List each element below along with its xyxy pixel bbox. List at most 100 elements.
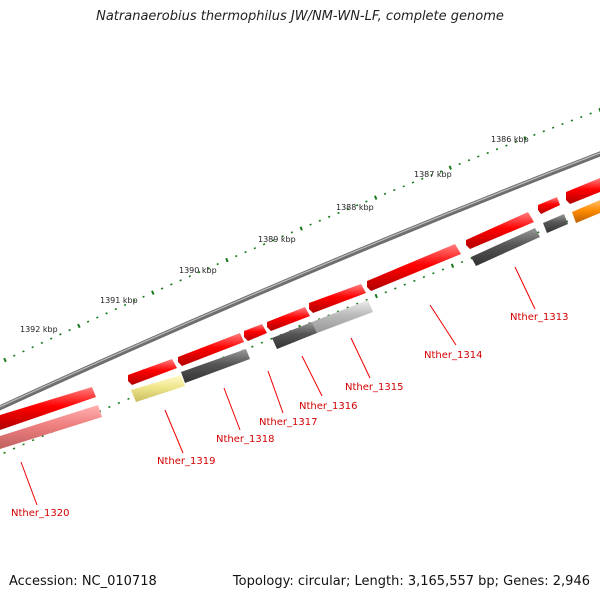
ruler-tick [383,192,387,195]
ruler-tick [374,293,378,299]
ruler-tick [467,159,471,162]
gene-label: Nther_1316 [299,401,357,412]
gene-label: Nther_1319 [157,456,215,467]
gene-feature [309,284,366,313]
ruler-tick [216,263,219,266]
ruler-tick [13,354,16,357]
gene-feature [128,359,177,385]
gene-feature [367,244,461,291]
ruler-tick [450,263,455,268]
ruler-tick [207,267,210,270]
ruler-tick [327,215,331,219]
gene-labels: Nther_1313 Nther_1314 Nther_1315 Nther_1… [11,312,568,519]
ruler-tick [142,295,145,298]
ruler-tick [22,443,25,446]
ruler-tick [290,231,294,234]
gene-feature [566,178,600,204]
ruler-ticks [3,107,600,363]
ruler-tick [441,268,445,271]
ruler-tick [260,341,264,344]
gene-feature [267,307,310,331]
gene-feature [272,322,317,349]
gene-feature [178,333,244,366]
ruler-tick [188,275,192,278]
ruler-label: 1389 kbp [258,235,296,244]
ruler-tick [114,308,118,311]
ruler-tick [570,119,574,122]
ruler-tick [299,226,303,231]
gene-label: Nther_1315 [345,382,403,393]
ruler-tick [402,185,405,188]
ruler-tick [537,231,540,234]
gene-feature [466,212,534,249]
ruler-tick [542,130,546,133]
ruler-tick [458,162,461,166]
ruler-tick [31,439,35,442]
ruler-tick [523,136,527,141]
ruler-tick [505,144,508,147]
gene-feature [0,387,96,430]
ruler-tick [272,239,275,242]
ruler-tick [486,151,489,155]
ruler-tick [403,283,407,286]
gene-label: Nther_1317 [259,417,317,428]
gene-feature [181,349,250,383]
gene-leaders [20,266,536,506]
gene-label: Nther_1314 [424,350,482,361]
gene-feature [543,214,568,233]
gene-feature [471,228,540,266]
ruler-tick [234,255,238,258]
ruler-tick [355,204,359,207]
ruler-tick [117,401,121,405]
ruler-tick [77,323,81,329]
ruler-tick [318,219,322,222]
ruler-tick [179,279,182,282]
ruler-tick [460,260,464,264]
gene-label: Nther_1318 [216,434,274,445]
ruler-tick [448,165,452,170]
ruler-tick [127,397,130,401]
ruler-tick [411,181,415,184]
gene-feature [538,197,560,214]
ruler-tick [470,257,473,260]
ruler-tick [123,303,127,307]
ruler-label: 1386 kbp [491,135,529,144]
ruler-label: 1388 kbp [336,203,374,212]
ruler-tick [270,337,273,340]
ruler-tick [533,133,536,136]
gene-feature [0,405,102,449]
ruler-tick [31,345,34,349]
ruler-tick [580,115,583,119]
ruler-label: 1387 kbp [414,170,452,179]
ruler-tick [422,275,426,279]
ruler-tick [439,170,443,173]
ruler-tick [421,177,424,180]
ruler-tick [346,208,350,211]
ruler-labels: 1386 kbp 1387 kbp 1388 kbp 1389 kbp 1390… [20,135,529,334]
ruler-tick [309,223,312,226]
gene-features [0,178,600,449]
gene-feature [312,300,373,333]
ruler-tick [86,320,90,323]
ruler-tick [22,350,25,353]
ruler-tick [40,341,44,344]
ruler-tick [170,283,173,286]
ruler-tick [365,298,368,301]
ruler-tick [561,123,564,126]
gene-feature [572,200,600,223]
ruler-tick [105,312,108,315]
page-title: Natranaerobius thermophilus JW/NM-WN-LF,… [96,9,504,24]
gene-feature [244,324,267,341]
ruler-tick [514,140,517,144]
ruler-tick [253,247,257,250]
ruler-tick [384,291,388,294]
ruler-tick [151,290,155,295]
gene-feature [131,375,185,402]
gene-label: Nther_1320 [11,508,69,519]
ruler-tick [262,243,266,246]
ruler-tick [133,299,136,302]
ruler-tick [3,451,6,454]
ruler-tick [394,287,397,290]
ruler-tick [365,200,368,203]
ruler-tick [251,345,254,348]
